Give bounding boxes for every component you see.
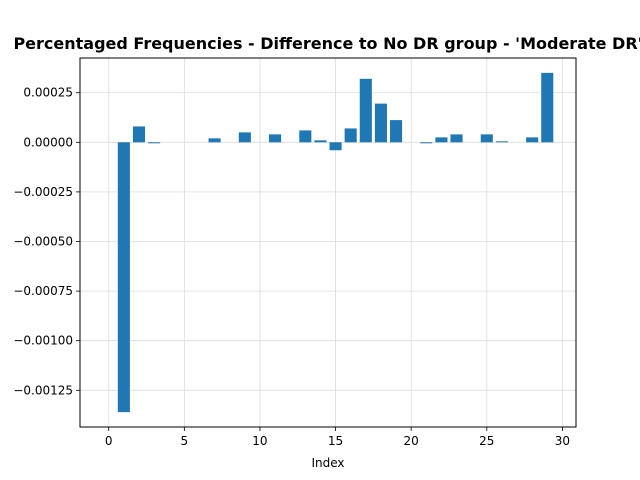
bar bbox=[390, 120, 403, 143]
bar bbox=[526, 137, 539, 143]
y-tick-label: −0.00050 bbox=[13, 235, 73, 249]
plot-area-frame bbox=[79, 57, 577, 428]
bar bbox=[435, 137, 448, 143]
x-tick-label: 0 bbox=[105, 434, 113, 448]
bar bbox=[450, 134, 463, 143]
bar bbox=[420, 142, 433, 144]
bar bbox=[117, 142, 130, 413]
bar bbox=[495, 141, 508, 143]
bar bbox=[344, 128, 357, 143]
x-tick-label: 30 bbox=[555, 434, 570, 448]
x-tick-label: 25 bbox=[479, 434, 494, 448]
bar bbox=[359, 78, 372, 143]
y-tick-label: −0.00025 bbox=[13, 185, 73, 199]
grid-lines bbox=[80, 58, 576, 427]
x-axis-label: Index bbox=[311, 456, 344, 470]
bar bbox=[299, 130, 312, 143]
bar bbox=[480, 134, 493, 143]
y-tick-label: 0.00000 bbox=[23, 135, 73, 149]
y-axis-ticks: 0.00025 0.00000 −0.00025 −0.00050 −0.00075 −0… bbox=[13, 86, 80, 397]
x-axis-ticks: 0 5 10 15 20 25 30 bbox=[105, 427, 570, 448]
bar bbox=[269, 134, 282, 143]
y-tick-label: −0.00125 bbox=[13, 383, 73, 397]
y-tick-label: −0.00075 bbox=[13, 284, 73, 298]
bar bbox=[314, 140, 327, 143]
bar bbox=[541, 72, 554, 143]
y-tick-label: 0.00025 bbox=[23, 86, 73, 100]
x-tick-label: 20 bbox=[404, 434, 419, 448]
bar bbox=[374, 103, 387, 143]
bar bbox=[238, 132, 251, 143]
x-tick-label: 15 bbox=[328, 434, 343, 448]
x-tick-label: 5 bbox=[181, 434, 189, 448]
bar bbox=[132, 126, 146, 143]
chart-title: Percentaged Frequencies - Difference to … bbox=[13, 34, 640, 53]
bar bbox=[329, 142, 342, 151]
y-tick-label: −0.00100 bbox=[13, 334, 73, 348]
bar bbox=[208, 138, 221, 143]
x-tick-label: 10 bbox=[252, 434, 267, 448]
bar bbox=[148, 142, 161, 144]
bars bbox=[117, 72, 554, 413]
